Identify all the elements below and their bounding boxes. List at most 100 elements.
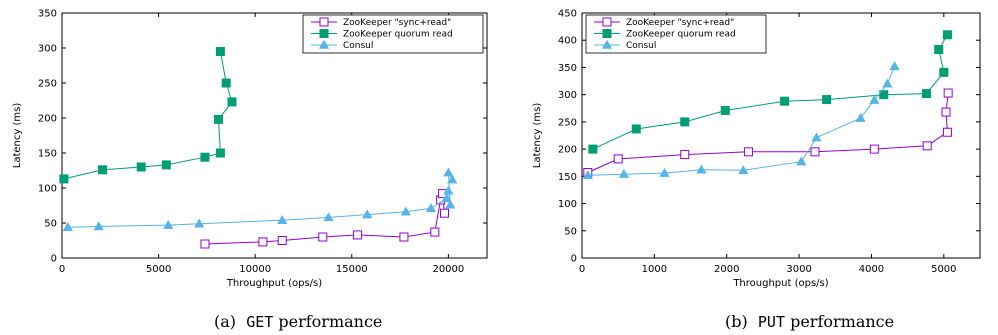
- data-point-series-2: [696, 164, 707, 174]
- x-axis-title: Throughput (ops/s): [732, 278, 828, 289]
- data-point-series-2: [882, 78, 893, 88]
- x-tick-label: 0: [579, 264, 585, 275]
- y-tick-label: 350: [38, 9, 57, 20]
- data-point-series-2: [618, 168, 630, 178]
- y-tick-label: 200: [558, 145, 577, 156]
- data-point-series-1: [822, 95, 832, 105]
- data-point-series-0: [277, 236, 287, 245]
- x-tick-label: 2000: [714, 264, 739, 275]
- data-point-series-1: [780, 96, 790, 106]
- data-point-series-2: [400, 206, 411, 216]
- data-point-series-1: [631, 124, 641, 134]
- series-line-1: [63, 51, 233, 180]
- x-tick-label: 4000: [859, 264, 884, 275]
- y-tick-label: 300: [38, 44, 57, 55]
- x-axis-title: Throughput (ops/s): [226, 278, 322, 289]
- y-tick-label: 150: [38, 149, 57, 160]
- data-point-series-2: [425, 203, 437, 213]
- y-tick-label: 250: [38, 79, 57, 90]
- y-tick-label: 50: [564, 226, 577, 237]
- data-point-series-2: [659, 167, 670, 177]
- caption-suffix: performance: [273, 312, 382, 331]
- data-point-series-2: [811, 132, 822, 142]
- data-point-series-0: [200, 239, 210, 249]
- data-point-series-2: [277, 214, 288, 224]
- data-point-series-1: [136, 162, 146, 172]
- panel-caption: (a) GET performance: [214, 312, 382, 331]
- y-tick-label: 250: [558, 117, 577, 128]
- data-point-series-2: [889, 61, 900, 71]
- series-line-0: [587, 92, 949, 173]
- caption-code: GET: [246, 313, 273, 331]
- x-tick-label: 3000: [786, 264, 811, 275]
- legend-marker: [601, 39, 613, 49]
- y-axis-title: Latency (ms): [12, 103, 23, 169]
- y-tick-label: 450: [558, 9, 577, 20]
- data-point-series-1: [200, 152, 210, 162]
- data-point-series-0: [922, 141, 932, 151]
- data-point-series-0: [613, 154, 623, 164]
- data-point-series-1: [720, 105, 730, 115]
- data-point-series-0: [399, 232, 409, 242]
- panel-put-performance: 0 50 100 150 200 250 300 350 400 450 0 1000 2000 3000…: [532, 9, 981, 331]
- data-point-series-2: [194, 218, 205, 228]
- y-tick-label: 350: [558, 63, 577, 74]
- caption-prefix: (b): [725, 312, 758, 331]
- y-tick-label: 200: [38, 114, 57, 125]
- data-point-series-2: [441, 193, 452, 203]
- panel-caption: (b) PUT performance: [725, 312, 894, 331]
- y-tick-label: 150: [558, 172, 577, 183]
- legend-marker: [319, 29, 329, 38]
- data-point-series-1: [934, 44, 944, 54]
- y-axis-title: Latency (ms): [532, 103, 543, 169]
- legend-entry: ZooKeeper "sync+read": [343, 18, 451, 28]
- legend-marker: [318, 39, 330, 49]
- data-point-series-2: [163, 219, 174, 229]
- legend-entry: ZooKeeper quorum read: [626, 30, 736, 40]
- data-point-series-0: [258, 237, 268, 247]
- legend-entry: Consul: [343, 41, 373, 51]
- x-tick-label: 15000: [336, 264, 368, 275]
- data-point-series-1: [879, 90, 889, 100]
- caption-prefix: (a): [214, 312, 246, 331]
- data-point-series-0: [430, 227, 440, 237]
- data-point-series-2: [443, 185, 454, 195]
- data-point-series-0: [318, 232, 328, 242]
- data-point-series-1: [98, 165, 108, 175]
- x-tick-label: 10000: [239, 264, 271, 275]
- data-point-series-2: [855, 112, 866, 122]
- data-point-series-1: [942, 30, 952, 40]
- data-point-series-1: [59, 174, 69, 184]
- data-point-series-0: [941, 107, 951, 117]
- data-point-series-2: [869, 94, 880, 104]
- data-point-series-0: [680, 150, 690, 160]
- data-point-series-1: [227, 97, 237, 107]
- data-point-series-2: [447, 174, 458, 184]
- caption-code: PUT: [758, 313, 785, 331]
- legend-marker: [319, 17, 329, 27]
- data-point-series-0: [943, 88, 953, 98]
- data-point-series-2: [443, 167, 454, 177]
- legend-marker: [602, 17, 612, 27]
- data-point-series-0: [743, 147, 753, 157]
- data-point-series-1: [215, 47, 225, 56]
- data-point-series-1: [161, 160, 171, 170]
- x-tick-label: 0: [59, 264, 65, 275]
- data-point-series-2: [582, 170, 593, 179]
- series-line-2: [67, 172, 453, 228]
- data-point-series-1: [213, 114, 223, 124]
- legend-entry: ZooKeeper "sync+read": [626, 18, 734, 28]
- data-point-series-2: [93, 221, 104, 231]
- data-point-series-0: [440, 208, 449, 218]
- legend-marker: [602, 29, 612, 38]
- x-tick-label: 1000: [642, 264, 667, 275]
- x-tick-label: 5000: [146, 264, 171, 275]
- y-tick-label: 300: [558, 90, 577, 101]
- data-point-series-1: [921, 89, 931, 99]
- data-point-series-1: [939, 67, 949, 77]
- caption-suffix: performance: [785, 312, 894, 331]
- data-point-series-0: [353, 230, 363, 240]
- series-line-2: [587, 66, 896, 176]
- panel-get-performance: 0 50 100 150 200 250 300 350 0 5000 10000 15000 2000…: [12, 9, 488, 331]
